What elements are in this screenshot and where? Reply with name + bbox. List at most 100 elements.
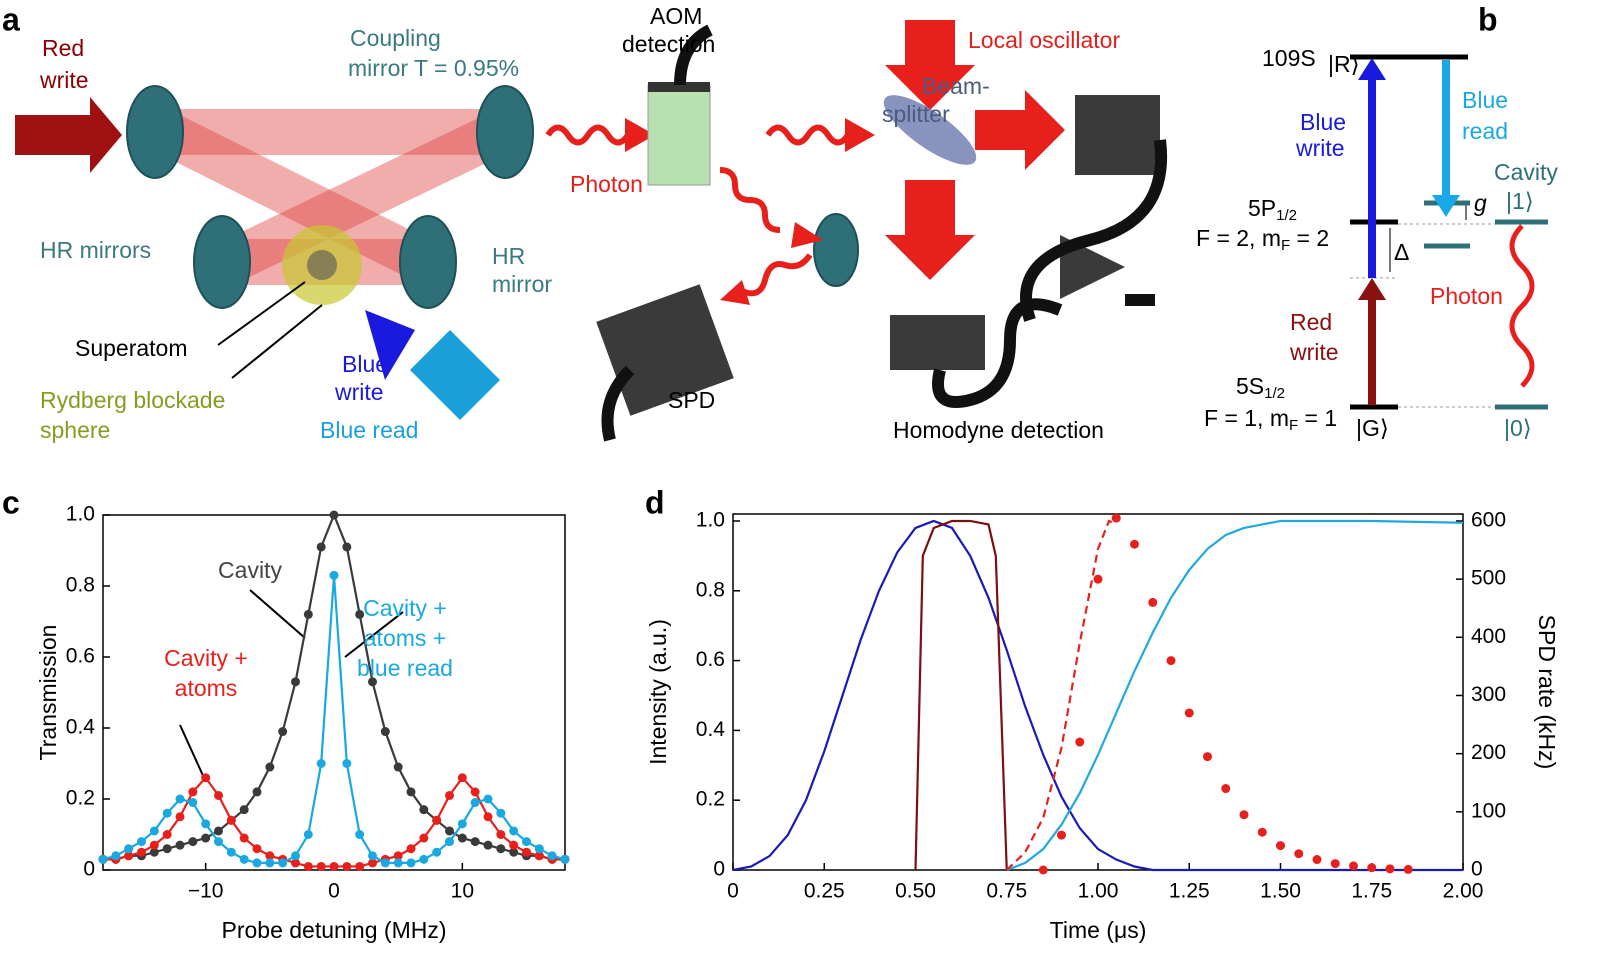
annotation: atoms + xyxy=(364,625,446,651)
label: F = 1, mF = 1 xyxy=(1204,405,1337,434)
data-point xyxy=(1166,656,1176,666)
data-point xyxy=(355,861,365,871)
mirror xyxy=(399,215,457,309)
data-point xyxy=(1276,841,1285,851)
label: 109S xyxy=(1262,45,1316,71)
cables xyxy=(601,24,1168,442)
data-point xyxy=(457,819,467,829)
data-point xyxy=(457,833,467,843)
data-point xyxy=(483,840,493,850)
panel-label: a xyxy=(2,1,20,37)
label: Homodyne detection xyxy=(893,417,1104,443)
mirror xyxy=(193,215,251,309)
x-tick-label: 0 xyxy=(328,880,340,903)
amplifier xyxy=(1060,235,1125,299)
arrowheads xyxy=(625,20,1065,305)
label: Superatom xyxy=(75,335,188,361)
data-point xyxy=(175,840,185,850)
data-point xyxy=(406,844,416,854)
y2-tick-label: 200 xyxy=(1471,741,1506,764)
x-axis-label: Time (μs) xyxy=(1050,917,1147,943)
label: write xyxy=(334,379,384,405)
data-point xyxy=(483,812,493,822)
data-point xyxy=(201,773,211,783)
label: Red xyxy=(1290,309,1332,335)
arrow-right xyxy=(975,90,1065,170)
data-point xyxy=(329,861,339,871)
data-point xyxy=(226,815,236,825)
arrowhead xyxy=(720,280,750,305)
data-point xyxy=(547,851,557,861)
chart: −10 0 10 0 0.2 0.4 0.6 0.8 1.0 Probe detuning (MH… xyxy=(35,503,570,943)
data-point xyxy=(342,759,352,768)
annotation: Cavity + xyxy=(363,595,447,621)
data-point xyxy=(162,830,172,839)
label: write xyxy=(1295,135,1345,161)
data-point xyxy=(265,762,275,772)
mirrors xyxy=(126,85,859,309)
data-point xyxy=(291,677,300,687)
label: Blue xyxy=(1462,87,1508,113)
panel-label: b xyxy=(1478,1,1498,37)
data-point xyxy=(175,812,185,822)
x-tick-label: 1.75 xyxy=(1351,880,1392,903)
data-point xyxy=(406,787,416,797)
y-tick-label: 0.4 xyxy=(66,716,96,739)
y-tick-label: 1.0 xyxy=(66,503,95,526)
data-point xyxy=(509,847,519,857)
arrowhead xyxy=(625,118,655,152)
data-point xyxy=(419,805,429,815)
data-point xyxy=(393,851,403,861)
series-line xyxy=(103,775,565,868)
label: Blue read xyxy=(320,417,418,443)
data-point xyxy=(496,830,506,839)
label: SPD xyxy=(668,387,715,413)
data-point xyxy=(1184,708,1194,718)
data-point xyxy=(560,854,570,864)
label: |R⟩ xyxy=(1328,51,1360,77)
photon xyxy=(545,124,631,146)
data-point xyxy=(1367,863,1377,873)
panel-label: d xyxy=(645,484,665,520)
label: 1/2 xyxy=(1264,385,1285,402)
x-tick-label: 1.50 xyxy=(1260,880,1301,903)
label: Red xyxy=(42,35,84,61)
data-point xyxy=(226,847,236,857)
label: Blue xyxy=(342,351,388,377)
data-point xyxy=(111,851,121,861)
data-point xyxy=(162,844,172,854)
series-line xyxy=(102,575,566,864)
label: write xyxy=(39,67,89,93)
superatom xyxy=(307,250,337,280)
data-point xyxy=(175,794,185,804)
data-point xyxy=(380,727,390,737)
arrowhead xyxy=(845,118,875,152)
y-tick-label: 0 xyxy=(83,858,95,881)
data-point xyxy=(1330,859,1340,869)
detectors xyxy=(596,95,1160,416)
blue-read-laser xyxy=(410,330,500,420)
data-point xyxy=(1312,855,1322,865)
label: F xyxy=(1289,417,1298,434)
data-point xyxy=(509,826,519,836)
mirror xyxy=(813,213,859,287)
mirror xyxy=(126,85,184,179)
data-point xyxy=(496,844,506,854)
data-point xyxy=(534,851,544,861)
data-point xyxy=(1203,752,1212,762)
data-point xyxy=(149,847,159,857)
data-point xyxy=(445,790,454,800)
cable xyxy=(601,365,635,442)
label: Coupling xyxy=(350,25,441,51)
aom xyxy=(647,84,711,186)
data-point xyxy=(278,727,288,737)
x-axis-label: Probe detuning (MHz) xyxy=(222,917,447,943)
blue-read-arrow xyxy=(1432,60,1460,217)
photon xyxy=(765,124,851,146)
data-point xyxy=(149,826,159,836)
data-point xyxy=(265,858,275,868)
cable xyxy=(932,298,1063,408)
data-point xyxy=(432,847,442,857)
data-point xyxy=(342,542,352,552)
y-tick-label: 0.2 xyxy=(66,787,95,810)
